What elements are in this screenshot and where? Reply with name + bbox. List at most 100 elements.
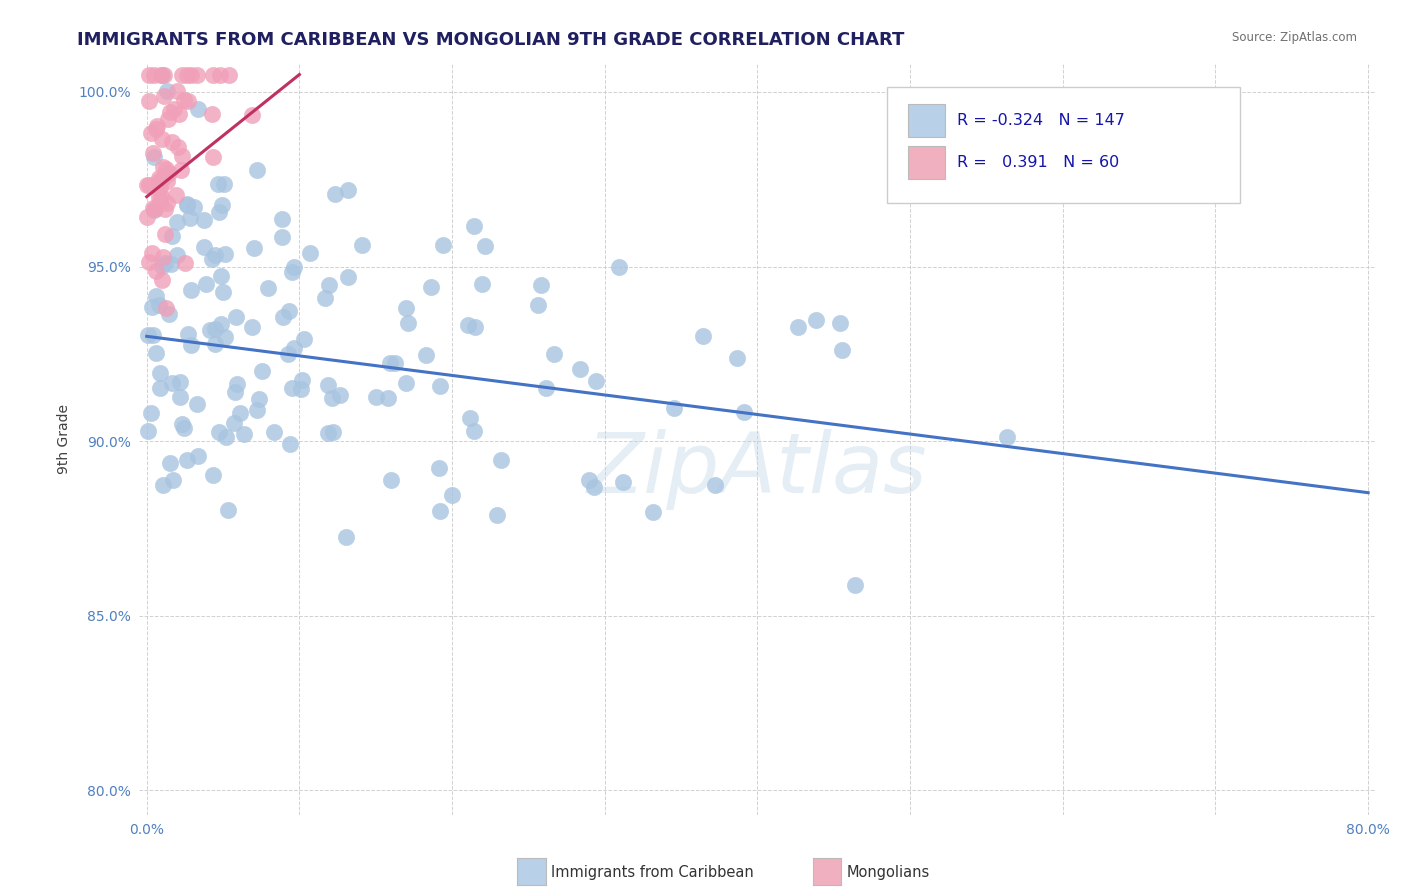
Point [463, 424, 485, 438]
Text: ZipAtlas: ZipAtlas [588, 429, 928, 510]
Point [150, 68, 173, 82]
Point [352, 238, 374, 252]
Point [247, 392, 270, 406]
Point [292, 332, 315, 346]
Point [429, 379, 451, 393]
Point [149, 381, 172, 395]
Point [150, 132, 173, 146]
Point [458, 411, 481, 425]
Text: Immigrants from Caribbean: Immigrants from Caribbean [551, 865, 754, 880]
Point [177, 94, 200, 108]
Point [704, 477, 727, 491]
Point [256, 281, 278, 295]
Point [578, 473, 600, 487]
Point [323, 186, 346, 201]
Point [233, 426, 256, 441]
Point [148, 173, 170, 187]
Point [291, 373, 314, 387]
Point [828, 316, 851, 330]
Point [329, 387, 352, 401]
Point [183, 200, 205, 214]
Point [156, 84, 179, 98]
Point [187, 103, 209, 117]
Point [157, 307, 180, 321]
Point [485, 508, 508, 522]
Point [246, 163, 269, 178]
Point [167, 140, 190, 154]
Point [148, 298, 170, 312]
Point [263, 425, 285, 439]
Point [148, 181, 170, 195]
Point [139, 406, 162, 420]
Point [321, 391, 343, 405]
Point [155, 161, 177, 176]
Point [138, 68, 160, 82]
Point [170, 149, 193, 163]
Point [609, 260, 631, 274]
Point [395, 376, 418, 390]
Point [364, 390, 387, 404]
Point [148, 190, 170, 204]
Point [160, 229, 183, 244]
Point [198, 323, 221, 337]
Point [201, 68, 224, 82]
Point [159, 457, 181, 471]
Point [150, 189, 173, 203]
Point [160, 376, 183, 390]
Point [150, 259, 173, 273]
Point [179, 211, 201, 225]
Point [568, 362, 591, 376]
Point [214, 330, 236, 344]
Point [169, 107, 191, 121]
Point [170, 68, 193, 82]
Point [612, 475, 634, 489]
Point [463, 219, 485, 233]
Y-axis label: 9th Grade: 9th Grade [58, 404, 72, 475]
Point [419, 280, 441, 294]
Point [582, 480, 605, 494]
Text: Source: ZipAtlas.com: Source: ZipAtlas.com [1232, 31, 1357, 45]
Point [152, 170, 174, 185]
Point [427, 460, 450, 475]
Point [281, 381, 304, 395]
Point [336, 269, 359, 284]
Point [322, 425, 344, 439]
Point [585, 374, 607, 388]
Point [150, 272, 173, 286]
Point [209, 68, 232, 82]
Point [271, 230, 294, 244]
Point [396, 316, 419, 330]
Point [156, 112, 179, 127]
Point [155, 227, 177, 241]
Point [142, 68, 165, 82]
Point [173, 93, 195, 107]
Point [201, 107, 224, 121]
Point [250, 364, 273, 378]
Point [226, 376, 249, 391]
Point [145, 289, 167, 303]
Point [208, 205, 231, 219]
Point [787, 320, 810, 334]
Point [173, 256, 195, 270]
Point [211, 285, 233, 300]
Point [995, 430, 1018, 444]
Point [471, 277, 494, 291]
Point [142, 201, 165, 215]
Point [180, 338, 202, 352]
Point [139, 126, 162, 140]
Point [283, 341, 305, 355]
Point [176, 68, 198, 82]
Point [335, 530, 357, 544]
Point [208, 425, 231, 439]
Point [277, 304, 299, 318]
Point [229, 406, 252, 420]
Point [156, 174, 179, 188]
Point [202, 467, 225, 482]
Point [153, 256, 176, 270]
Point [211, 198, 233, 212]
Point [464, 319, 486, 334]
Point [193, 213, 215, 227]
Point [271, 310, 294, 324]
Point [224, 384, 246, 399]
Point [138, 95, 160, 109]
